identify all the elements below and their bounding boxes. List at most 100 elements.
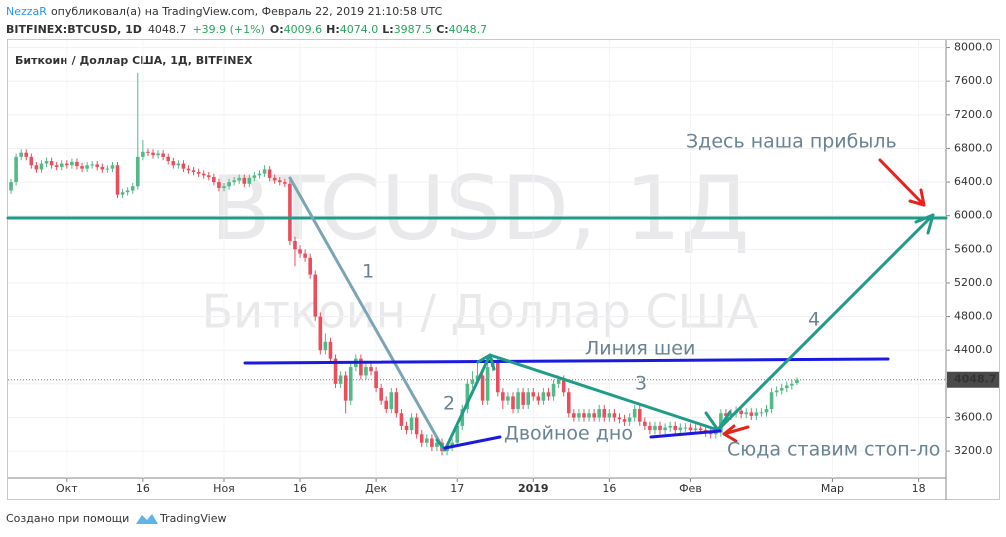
- candle-body: [267, 169, 272, 178]
- drawings: [6, 158, 948, 452]
- candle-body: [546, 392, 551, 397]
- candle-body: [125, 190, 130, 193]
- candle-body: [196, 171, 201, 174]
- candle-body: [227, 182, 231, 187]
- logo: [136, 514, 158, 524]
- candle-body: [237, 177, 242, 181]
- candle-body: [658, 425, 662, 431]
- x-tick-label: Ноя: [213, 482, 235, 495]
- candle-body: [191, 170, 196, 172]
- footer-brand[interactable]: TradingView: [159, 512, 226, 525]
- candle-body: [602, 409, 607, 418]
- red-arrow: [722, 425, 750, 436]
- candle-body: [374, 371, 378, 389]
- published: опубликовал(а) на TradingView.com, Февра…: [51, 5, 443, 18]
- candle-body: [308, 257, 312, 275]
- chart-frame: [7, 39, 1000, 500]
- candle-body: [29, 156, 34, 166]
- candle-body: [318, 316, 323, 351]
- candle-body: [622, 419, 627, 422]
- x-tick-label: Окт: [56, 482, 78, 495]
- candle-body: [283, 182, 287, 184]
- annotation: 3: [635, 373, 647, 395]
- candle-body: [359, 358, 363, 376]
- candle-body: [90, 164, 94, 166]
- candle-body: [511, 396, 515, 410]
- candle-body: [141, 151, 145, 157]
- candle-body: [683, 427, 688, 429]
- candle-body: [115, 165, 120, 195]
- candle-body: [673, 425, 678, 431]
- arrowhead: [476, 353, 496, 371]
- candle-body: [85, 165, 89, 169]
- candle-body: [653, 425, 657, 431]
- x-tick-label: 2019: [518, 482, 549, 495]
- candle-body: [257, 173, 262, 176]
- candle-body: [719, 413, 723, 433]
- candle-body: [643, 421, 647, 426]
- x-tick-label: Мар: [821, 482, 844, 495]
- candle-body: [100, 166, 105, 170]
- candle-body: [480, 375, 485, 401]
- bottom-line: [443, 435, 502, 450]
- candle-body: [65, 163, 69, 166]
- chart-title: Биткоин / Доллар США, 1Д, BITFINEX: [15, 54, 253, 67]
- author[interactable]: NezzaR: [6, 5, 47, 18]
- x-tick-label: Дек: [365, 482, 387, 495]
- symbol: BITFINEX:BTCUSD, 1D: [6, 23, 142, 36]
- y-tick-label: 5600.0: [954, 242, 993, 255]
- candle-body: [729, 413, 733, 416]
- candle-body: [212, 177, 216, 183]
- y-tick-label: 3200.0: [954, 444, 993, 457]
- candle-body: [790, 383, 794, 386]
- candle-body: [779, 388, 784, 391]
- candle-body: [714, 432, 718, 435]
- arrowhead: [914, 213, 935, 235]
- candle-body: [592, 413, 596, 418]
- candle-body: [561, 379, 566, 393]
- candle-body: [450, 442, 454, 447]
- candle-body: [627, 417, 632, 422]
- arrowhead: [908, 188, 926, 207]
- candle-body: [759, 412, 764, 414]
- candle-body: [501, 392, 505, 401]
- candle-body: [551, 383, 556, 397]
- candle-body: [272, 177, 277, 181]
- x-tick-label: 16: [136, 482, 150, 495]
- candle-body: [242, 177, 247, 184]
- candle-body: [556, 379, 561, 384]
- candle-body: [120, 192, 125, 195]
- candle-body: [34, 165, 39, 170]
- candle-body: [49, 161, 54, 166]
- candle-body: [186, 168, 191, 171]
- candle-body: [577, 413, 581, 418]
- candle-body: [465, 383, 470, 410]
- candle-body: [151, 152, 155, 156]
- trend-line: [288, 176, 446, 452]
- candle-body: [59, 163, 64, 167]
- candle-body: [389, 392, 394, 410]
- change: +39.9 (+1%): [192, 23, 264, 36]
- low: 3987.5: [394, 23, 433, 36]
- c-label: C:: [436, 23, 448, 36]
- candle-body: [754, 412, 759, 416]
- candle-body: [485, 367, 490, 401]
- close: 4048.7: [449, 23, 488, 36]
- candle-body: [668, 425, 672, 428]
- candle-body: [156, 153, 160, 156]
- candle-body: [379, 388, 383, 401]
- y-tick-label: 8000.0: [954, 41, 993, 54]
- candle-body: [75, 161, 79, 167]
- y-tick-label: 3600.0: [954, 410, 993, 423]
- candle-body: [516, 392, 520, 410]
- candle-body: [252, 175, 257, 178]
- x-tick-label: Фев: [679, 482, 702, 495]
- candle-body: [774, 390, 779, 393]
- candle-body: [19, 152, 23, 157]
- candle-body: [404, 425, 409, 431]
- candle-body: [105, 168, 110, 170]
- candle-body: [181, 163, 186, 169]
- candle-body: [201, 173, 206, 176]
- candle-body: [95, 164, 100, 167]
